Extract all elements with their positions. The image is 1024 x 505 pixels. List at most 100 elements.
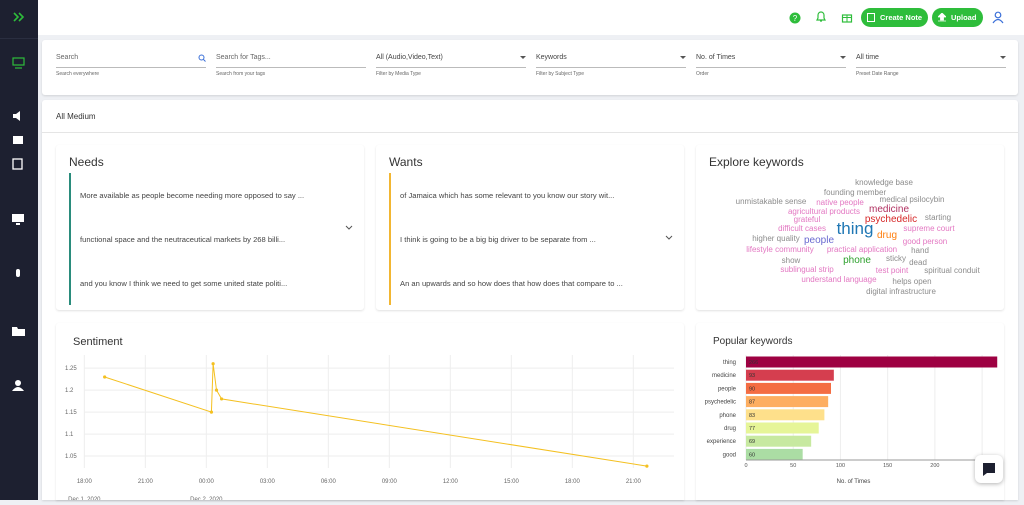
want-item[interactable]: An an upwards and so how does that how d… xyxy=(389,261,659,305)
point xyxy=(645,464,649,468)
need-item[interactable]: More available as people become needing … xyxy=(69,173,339,217)
keyword[interactable]: medical psilocybin xyxy=(880,195,945,204)
dropdown-arrow xyxy=(520,56,526,59)
keyword[interactable]: agricultural products xyxy=(788,207,860,216)
date-value: All time xyxy=(856,54,879,61)
media-filter[interactable]: All (Audio,Video,Text) Filter by Media T… xyxy=(376,54,526,77)
y-tick-label: experience xyxy=(707,439,737,445)
keyword[interactable]: starting xyxy=(925,213,951,222)
search-icon xyxy=(198,54,206,62)
keyword[interactable]: show xyxy=(782,256,801,265)
account-icon[interactable] xyxy=(991,10,1005,24)
search-input[interactable]: Search xyxy=(56,54,206,68)
sentiment-line xyxy=(104,363,647,467)
need-item[interactable]: and you know I think we need to get some… xyxy=(69,261,339,305)
card-title: Explore keywords xyxy=(709,155,804,169)
date-select[interactable]: All time xyxy=(856,54,1006,68)
dashboard-icon[interactable] xyxy=(12,57,25,66)
bar xyxy=(746,396,829,408)
keyword[interactable]: sublingual strip xyxy=(780,265,834,274)
filter-hint: Order xyxy=(696,71,709,77)
keyword[interactable]: sticky xyxy=(886,254,906,263)
y-tick-label: medicine xyxy=(712,373,737,379)
text-icon[interactable] xyxy=(12,158,23,170)
order-filter[interactable]: No. of Times Order xyxy=(696,54,846,77)
keyword[interactable]: drug xyxy=(877,230,897,241)
chat-button[interactable] xyxy=(975,455,1003,483)
help-icon[interactable]: ? xyxy=(788,11,802,25)
tags-filter[interactable]: Search for Tags... Search from your tags xyxy=(216,54,366,77)
search-filter[interactable]: Search Search everywhere xyxy=(56,54,206,77)
gift-icon[interactable] xyxy=(840,10,854,24)
filter-hint: Search everywhere xyxy=(56,71,100,77)
keyword[interactable]: higher quality xyxy=(752,234,800,243)
keyword[interactable]: difficult cases xyxy=(778,224,826,233)
order-select[interactable]: No. of Times xyxy=(696,54,846,68)
keyword[interactable]: thing xyxy=(837,219,874,238)
keyword[interactable]: native people xyxy=(816,198,864,207)
need-item[interactable]: functional space and the neutraceutical … xyxy=(69,217,339,261)
sidebar xyxy=(0,0,38,500)
value-label: 77 xyxy=(749,426,755,432)
keyword[interactable]: hand xyxy=(911,246,929,255)
media-select[interactable]: All (Audio,Video,Text) xyxy=(376,54,526,68)
keyword[interactable]: supreme court xyxy=(903,224,955,233)
expand-icon[interactable] xyxy=(13,12,25,22)
date-filter[interactable]: All time Preset Date Range xyxy=(856,54,1006,77)
upload-label: Upload xyxy=(951,13,977,22)
keyword[interactable]: test point xyxy=(876,266,909,275)
screen-icon[interactable] xyxy=(12,214,24,222)
want-item[interactable]: I think is going to be a big big driver … xyxy=(389,217,659,261)
keyword[interactable]: dead xyxy=(909,258,927,267)
create-note-button[interactable]: Create Note xyxy=(861,8,928,27)
keyword[interactable]: digital infrastructure xyxy=(866,287,936,296)
y-tick-label: thing xyxy=(723,360,736,366)
popular-card: Popular keywords 050100150200250thing266… xyxy=(696,323,1004,500)
card-title: Wants xyxy=(389,155,423,169)
subject-filter[interactable]: Keywords Filter by Subject Type xyxy=(536,54,686,77)
keyword[interactable]: phone xyxy=(843,255,871,266)
upload-button[interactable]: Upload xyxy=(932,8,983,27)
tags-input[interactable]: Search for Tags... xyxy=(216,54,366,68)
expand-chevron[interactable] xyxy=(665,235,673,241)
value-label: 60 xyxy=(749,452,755,458)
sentiment-card: Sentiment 1.05 1.1 1.15 1.2 1.25 18:00 21:00 00… xyxy=(56,323,684,500)
keyword[interactable]: good person xyxy=(903,237,947,246)
keyword[interactable]: helps open xyxy=(892,277,931,286)
expand-chevron[interactable] xyxy=(345,225,353,231)
keyword[interactable]: understand language xyxy=(801,275,877,284)
video-icon[interactable] xyxy=(13,136,23,144)
y-tick-label: phone xyxy=(719,413,736,419)
keyword[interactable]: people xyxy=(804,235,834,246)
keyword[interactable]: spiritual conduit xyxy=(924,266,980,275)
value-label: 90 xyxy=(749,386,755,392)
keyword[interactable]: medicine xyxy=(869,204,909,215)
x-tick-label: 100 xyxy=(836,463,845,469)
keyword[interactable]: knowledge base xyxy=(855,178,913,187)
y-tick-label: 1.15 xyxy=(65,410,77,416)
keyword[interactable]: grateful xyxy=(794,215,821,224)
audio-icon[interactable] xyxy=(13,111,20,121)
filter-bar: Search Search everywhere Search for Tags… xyxy=(42,40,1018,95)
point xyxy=(211,362,215,366)
subject-select[interactable]: Keywords xyxy=(536,54,686,68)
keyword[interactable]: practical application xyxy=(827,245,897,254)
mic-icon[interactable] xyxy=(16,269,20,277)
want-item[interactable]: of Jamaica which has some relevant to yo… xyxy=(389,173,659,217)
user-icon[interactable] xyxy=(15,380,21,386)
y-tick-label: people xyxy=(718,386,737,392)
keyword[interactable]: lifestyle community xyxy=(746,245,814,254)
y-tick-label: 1.2 xyxy=(65,388,74,394)
keyword[interactable]: founding member xyxy=(824,188,887,197)
x-tick-label: 200 xyxy=(930,463,939,469)
keyword[interactable]: unmistakable sense xyxy=(736,197,807,206)
point xyxy=(103,375,107,379)
bell-icon[interactable] xyxy=(814,10,828,24)
x-tick-label: 0 xyxy=(744,463,747,469)
dropdown-arrow xyxy=(1000,56,1006,59)
x-tick-label: 21:00 xyxy=(626,479,642,485)
keyword[interactable]: psychedelic xyxy=(865,214,917,225)
y-tick-label: psychedelic xyxy=(705,400,736,406)
folder-icon[interactable] xyxy=(12,327,25,336)
